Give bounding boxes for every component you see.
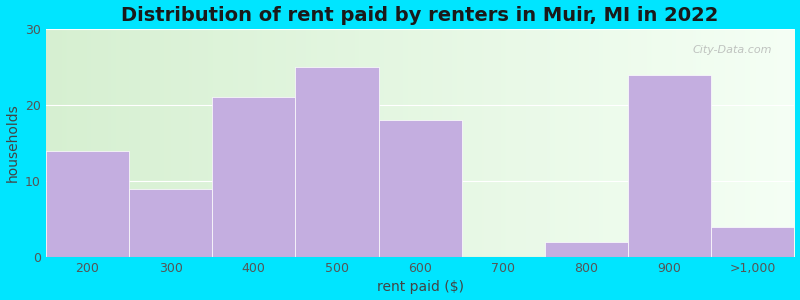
Bar [545,242,628,257]
Text: City-Data.com: City-Data.com [693,45,772,55]
Bar [711,226,794,257]
X-axis label: rent paid ($): rent paid ($) [377,280,464,294]
Y-axis label: households: households [6,103,19,182]
Bar [129,189,212,257]
Bar [628,74,711,257]
Bar [295,67,378,257]
Bar [46,151,129,257]
Bar [212,97,295,257]
Title: Distribution of rent paid by renters in Muir, MI in 2022: Distribution of rent paid by renters in … [122,6,719,25]
Bar [378,120,462,257]
